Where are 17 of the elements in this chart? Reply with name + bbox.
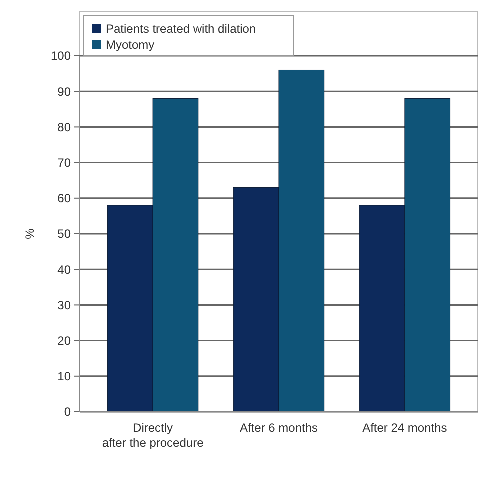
x-tick-label: Directly after the procedure xyxy=(102,421,204,450)
y-tick-label: 80 xyxy=(58,120,72,134)
legend-label: Patients treated with dilation xyxy=(106,22,256,36)
y-tick-label: 100 xyxy=(50,49,72,64)
y-tick-label: 40 xyxy=(58,262,72,277)
y-tick-label: 10 xyxy=(58,370,72,384)
y-tick-label: 20 xyxy=(58,334,72,348)
x-tick-label: After 24 months xyxy=(362,421,448,435)
legend-label: Myotomy xyxy=(106,38,155,52)
y-tick-label: 70 xyxy=(58,156,72,170)
y-tick-label: 50 xyxy=(58,227,72,242)
y-tick-label: 0 xyxy=(64,405,72,420)
y-tick-label: 60 xyxy=(58,192,72,206)
x-tick-label: After 6 months xyxy=(240,421,318,435)
y-tick-label: 30 xyxy=(58,298,72,312)
y-axis-title: % xyxy=(23,228,37,240)
y-tick-label: 90 xyxy=(58,84,72,99)
